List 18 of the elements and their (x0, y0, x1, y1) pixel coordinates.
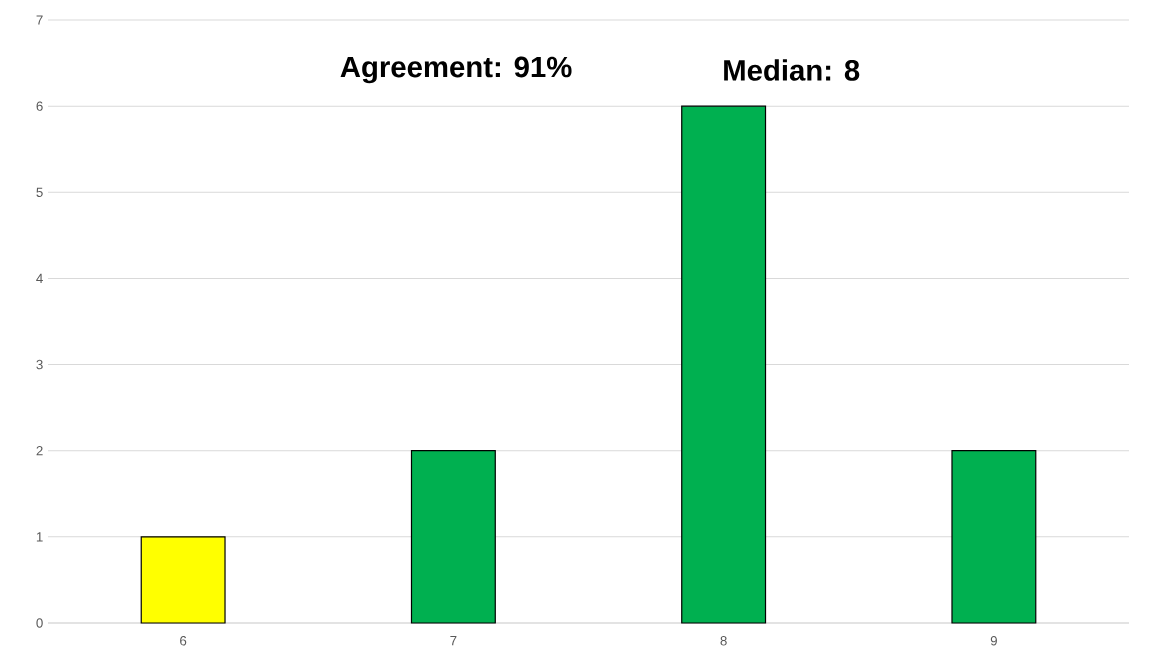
y-tick-label: 6 (36, 101, 43, 111)
x-tick-label: 7 (450, 636, 457, 646)
bar (951, 450, 1037, 624)
y-tick-label: 2 (36, 446, 43, 456)
y-tick-label: 7 (36, 15, 43, 25)
bar (410, 450, 496, 624)
x-tick-label: 8 (720, 636, 727, 646)
y-tick-label: 4 (36, 273, 43, 284)
annotation: Median: 8 (724, 59, 860, 81)
bar (681, 105, 767, 624)
x-tick-label: 6 (180, 636, 187, 646)
annotation: Agreement: 91% (340, 56, 572, 84)
bar (140, 536, 226, 624)
y-tick-label: 5 (36, 187, 43, 197)
y-tick-label: 1 (36, 532, 43, 542)
y-tick-label: 0 (36, 618, 43, 628)
x-tick-label: 9 (990, 636, 997, 646)
y-tick-label: 3 (36, 359, 43, 370)
